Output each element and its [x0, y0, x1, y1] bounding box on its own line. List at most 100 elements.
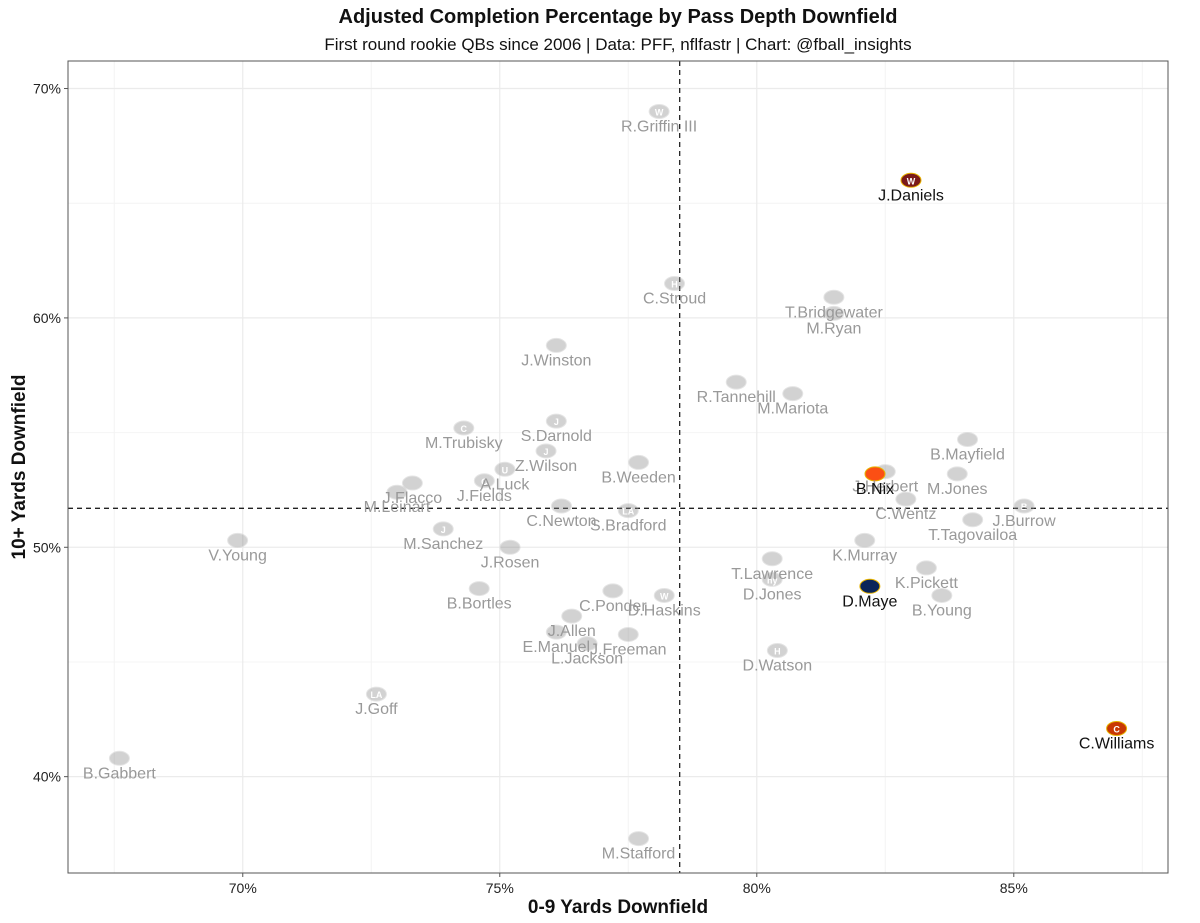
logo-shape — [653, 587, 675, 603]
logo-shape — [545, 337, 567, 353]
logo-letter: ny — [767, 575, 778, 585]
logo-shape — [628, 454, 650, 470]
point-label: D.Watson — [743, 658, 813, 675]
team-logo-icon: C — [473, 473, 495, 489]
point-label: S.Darnold — [521, 428, 592, 445]
point-label: J.Freeman — [590, 641, 666, 658]
logo-shape — [761, 571, 783, 587]
team-logo-icon — [761, 551, 783, 567]
y-tick-label: 50% — [33, 539, 61, 555]
team-logo-icon — [962, 512, 984, 528]
point-label: B.Young — [912, 602, 972, 619]
logo-letter: H — [671, 279, 678, 289]
point-label: S.Bradford — [590, 518, 666, 535]
logo-letter: LA — [370, 690, 382, 700]
point-label: C.Wentz — [875, 506, 936, 523]
logo-shape — [401, 475, 423, 491]
team-logo-icon — [864, 466, 886, 482]
point-label: B.Weeden — [601, 469, 675, 486]
team-logo-icon — [823, 289, 845, 305]
point-label: T.Lawrence — [731, 566, 813, 583]
team-logo-icon: U — [494, 461, 516, 477]
logo-shape — [962, 512, 984, 528]
point-label: T.Bridgewater — [785, 304, 883, 321]
x-tick-label: 85% — [1000, 880, 1028, 896]
logo-shape — [854, 532, 876, 548]
logo-shape — [761, 551, 783, 567]
point-label: M.Leinart — [364, 499, 431, 516]
logo-letter: J — [441, 525, 446, 535]
logo-letter: W — [655, 107, 664, 117]
team-logo-icon: C — [453, 420, 475, 436]
logo-shape — [494, 461, 516, 477]
logo-shape — [617, 503, 639, 519]
point-label: M.Jones — [927, 481, 987, 498]
team-logo-icon: W — [648, 103, 670, 119]
logo-shape — [859, 578, 881, 594]
team-logo-icon — [602, 583, 624, 599]
x-axis-label: 0-9 Yards Downfield — [527, 897, 709, 918]
logo-shape — [900, 172, 922, 188]
team-logo-icon — [227, 532, 249, 548]
x-tick-label: 70% — [229, 880, 257, 896]
logo-shape — [946, 466, 968, 482]
logo-shape — [499, 539, 521, 555]
logo-shape — [725, 374, 747, 390]
point-label: J.Burrow — [993, 513, 1057, 530]
point-label: C.Newton — [526, 513, 596, 530]
team-logo-icon — [957, 431, 979, 447]
point-label: M.Stafford — [602, 846, 676, 863]
point-label: B.Nix — [856, 481, 894, 498]
team-logo-icon: H — [766, 643, 788, 659]
team-logo-icon: H — [664, 275, 686, 291]
team-logo-icon: J — [535, 443, 557, 459]
point-label: T.Tagovailoa — [928, 527, 1017, 544]
team-logo-icon — [628, 454, 650, 470]
logo-shape — [468, 581, 490, 597]
logo-shape — [432, 521, 454, 537]
logo-shape — [782, 386, 804, 402]
logo-shape — [602, 583, 624, 599]
point-label: M.Mariota — [757, 401, 828, 418]
point-label: K.Pickett — [895, 575, 959, 592]
logo-shape — [453, 420, 475, 436]
team-logo-icon — [576, 636, 598, 652]
team-logo-icon — [782, 386, 804, 402]
team-logo-icon — [499, 539, 521, 555]
logo-shape — [473, 473, 495, 489]
point-label: M.Ryan — [806, 320, 861, 337]
point-label: E.Manuel — [523, 639, 591, 656]
logo-letter: J — [554, 417, 559, 427]
logo-shape — [648, 103, 670, 119]
y-axis-label: 10+ Yards Downfield — [9, 374, 30, 560]
logo-shape — [931, 587, 953, 603]
logo-shape — [864, 466, 886, 482]
team-logo-icon: B — [1013, 498, 1035, 514]
logo-shape — [576, 636, 598, 652]
team-logo-icon — [545, 337, 567, 353]
x-tick-label: 75% — [486, 880, 514, 896]
point-label: D.Jones — [743, 586, 802, 603]
team-logo-icon — [628, 831, 650, 847]
point-label: D.Haskins — [628, 602, 701, 619]
point-label: R.Griffin III — [621, 118, 697, 135]
point-label: J.Daniels — [878, 187, 944, 204]
point-label: D.Maye — [842, 593, 897, 610]
logo-shape — [823, 305, 845, 321]
logo-shape — [823, 289, 845, 305]
logo-letter: H — [774, 647, 781, 657]
logo-letter: J — [544, 447, 549, 457]
logo-shape — [365, 686, 387, 702]
team-logo-icon: W — [653, 587, 675, 603]
chart-subtitle: First round rookie QBs since 2006 | Data… — [324, 35, 912, 54]
logo-shape — [386, 484, 408, 500]
team-logo-icon — [617, 626, 639, 642]
point-label: L.Jackson — [551, 651, 623, 668]
team-logo-icon — [386, 484, 408, 500]
y-tick-label: 60% — [33, 310, 61, 326]
team-logo-icon — [915, 560, 937, 576]
team-logo-icon — [561, 608, 583, 624]
logo-shape — [545, 413, 567, 429]
logo-shape — [766, 643, 788, 659]
logo-shape — [628, 831, 650, 847]
